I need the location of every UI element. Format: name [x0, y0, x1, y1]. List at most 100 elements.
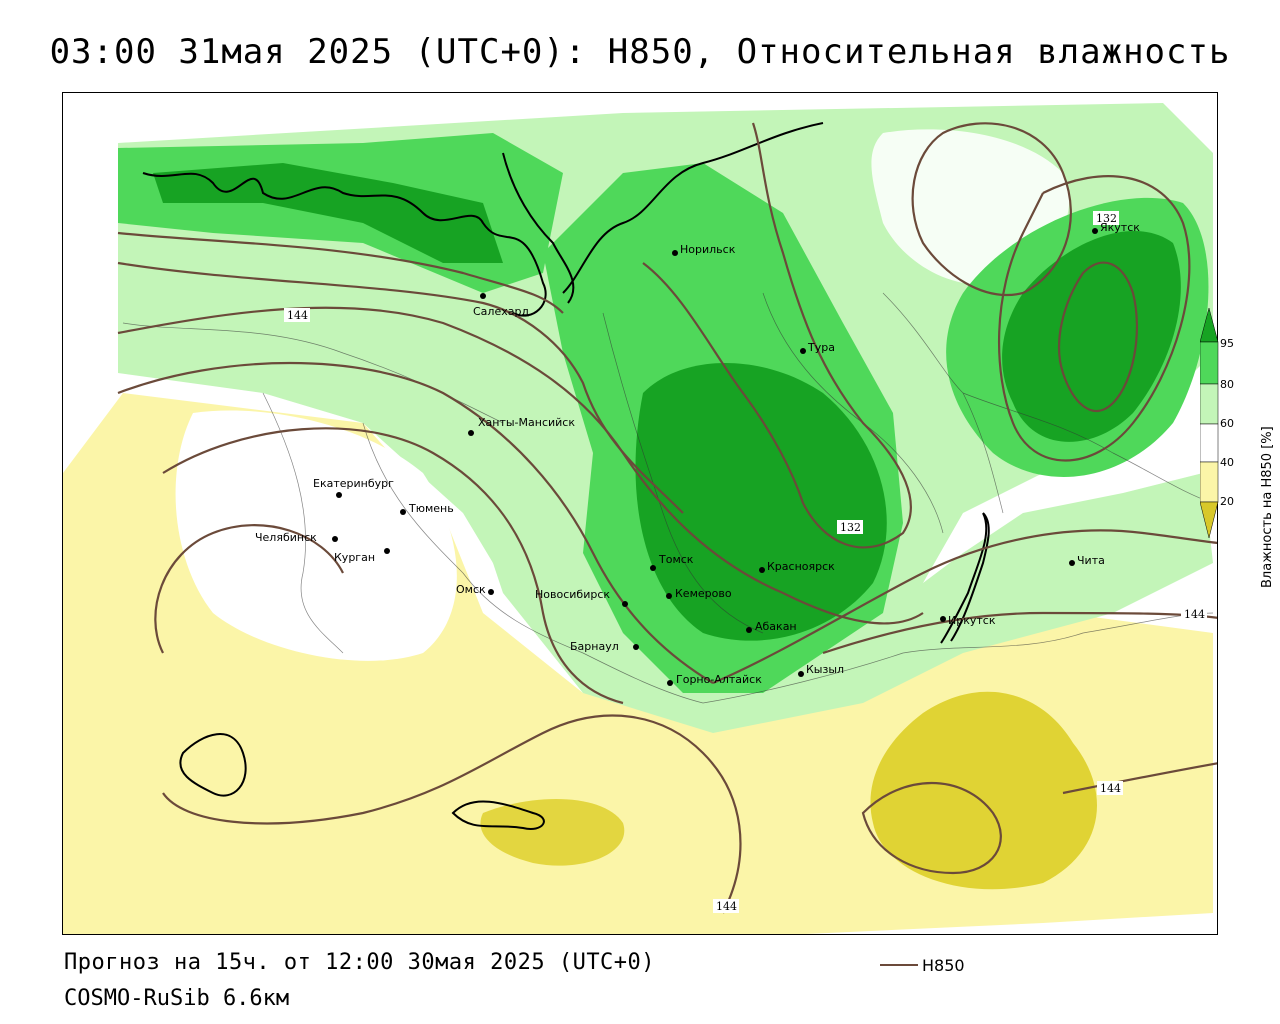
city-markers: Норильск Якутск Салехард Тура Ханты-Манс… [255, 221, 1140, 686]
border-6 [702, 612, 1214, 704]
svg-text:144: 144 [287, 309, 308, 322]
isohypse-label-1: 144 [284, 308, 310, 322]
city-norilsk: Норильск [672, 243, 736, 256]
svg-text:Новосибирск: Новосибирск [535, 588, 610, 601]
colorbar-very-wet [1200, 341, 1219, 385]
city-krasnoyarsk: Красноярск [759, 560, 835, 573]
legend-line-swatch [880, 964, 918, 966]
svg-text:Ханты-Мансийск: Ханты-Мансийск [478, 416, 575, 429]
svg-text:Тура: Тура [807, 341, 835, 354]
isohypse-label-4: 144 [1181, 607, 1207, 621]
colorbar-title: Влажность на H850 [%] [1260, 426, 1275, 588]
city-gorno-altaysk: Горно-Алтайск [667, 673, 762, 686]
isohypse-north-1 [117, 231, 564, 314]
city-novosibirsk: Новосибирск [535, 588, 628, 607]
svg-text:Якутск: Якутск [1100, 221, 1140, 234]
svg-text:144: 144 [716, 900, 737, 913]
svg-text:132: 132 [840, 521, 861, 534]
forecast-info: Прогноз на 15ч. от 12:00 30мая 2025 (UTC… [64, 950, 656, 975]
svg-text:Кызыл: Кызыл [806, 663, 844, 676]
humidity-field [63, 103, 1213, 934]
svg-text:144: 144 [1184, 608, 1205, 621]
isohypse-144-south [162, 714, 742, 914]
isohypse-132-center [642, 122, 912, 549]
neutral-area-west [175, 410, 457, 661]
svg-text:Барнаул: Барнаул [570, 640, 619, 653]
colorbar-tick-40: 40 [1220, 456, 1234, 469]
isohypse-label-5: 144 [1097, 781, 1123, 795]
colorbar-bottom-triangle [1200, 501, 1219, 539]
very-dry-area-east [870, 691, 1097, 890]
colorbar-wet [1200, 383, 1219, 425]
legend-label: H850 [922, 955, 965, 975]
map-canvas: 144 132 132 144 144 144 Норильск Якутск … [63, 103, 1217, 934]
city-chelyabinsk: Челябинск [255, 531, 338, 544]
city-barnaul: Барнаул [570, 640, 639, 653]
isohypse-144-southeast [1062, 762, 1217, 795]
city-abakan: Абакан [746, 620, 797, 633]
colorbar-dry [1200, 461, 1219, 503]
svg-text:Абакан: Абакан [755, 620, 797, 633]
colorbar-title-box: Влажность на H850 [%] [1236, 290, 1276, 590]
svg-text:Кемерово: Кемерово [675, 587, 732, 600]
city-khanty-mansiysk: Ханты-Мансийск [468, 416, 575, 436]
isohypse-yakutia-2 [1057, 261, 1139, 413]
border-7 [962, 392, 1214, 504]
city-salekhard: Салехард [473, 293, 529, 318]
baikal-outline [940, 512, 990, 644]
caspian-outline [179, 733, 247, 797]
moist-area-center [443, 413, 1213, 733]
svg-text:144: 144 [1100, 782, 1121, 795]
colorbar-top-triangle [1200, 307, 1219, 343]
coastlines [142, 122, 990, 830]
colorbar-tick-80: 80 [1220, 378, 1234, 391]
city-yakutsk: Якутск [1092, 221, 1140, 234]
svg-text:Челябинск: Челябинск [255, 531, 317, 544]
svg-text:Томск: Томск [658, 553, 694, 566]
isohypse-yakutia-1 [997, 175, 1191, 462]
arctic-coastline [142, 122, 824, 317]
h850-isohypses [117, 122, 1217, 914]
svg-text:Екатеринбург: Екатеринбург [313, 477, 394, 490]
isohypse-132-ring [911, 122, 1072, 296]
city-tomsk: Томск [650, 553, 694, 571]
isohypse-trough-1 [117, 361, 714, 684]
isohypse-west-loop [154, 524, 344, 654]
isohypse-trough-2 [162, 427, 624, 705]
city-yekaterinburg: Екатеринбург [313, 477, 394, 498]
isohypse-south-loop [861, 782, 1002, 875]
svg-text:Тюмень: Тюмень [408, 502, 454, 515]
very-wet-area-north [153, 163, 503, 263]
humidity-colorbar: 20 40 60 80 95 [1200, 307, 1234, 539]
aral-outline [451, 800, 545, 830]
border-8 [882, 292, 1004, 514]
svg-text:Чита: Чита [1077, 554, 1105, 567]
svg-text:Красноярск: Красноярск [767, 560, 835, 573]
isohypse-144-east [712, 529, 1217, 685]
svg-text:Иркутск: Иркутск [948, 614, 996, 627]
border-4 [602, 312, 764, 634]
city-tura: Тура [800, 341, 835, 354]
city-kemerovo: Кемерово [666, 587, 732, 600]
svg-text:Норильск: Норильск [680, 243, 736, 256]
isohypse-label-3: 132 [837, 520, 863, 534]
colorbar-tick-20: 20 [1220, 495, 1234, 508]
isohypse-legend: H850 [880, 954, 965, 976]
svg-text:Салехард: Салехард [473, 305, 529, 318]
very-wet-area-center [635, 363, 887, 641]
colorbar-neutral [1200, 423, 1219, 463]
city-chita: Чита [1069, 554, 1105, 567]
forecast-map: 144 132 132 144 144 144 Норильск Якутск … [62, 92, 1218, 935]
isohypse-144-south-east [822, 611, 1217, 655]
isohypse-label-6: 144 [713, 899, 739, 913]
city-omsk: Омск [456, 583, 494, 596]
isohypse-label-2: 132 [1093, 211, 1119, 225]
svg-text:132: 132 [1096, 212, 1117, 225]
city-kurgan: Курган [334, 548, 390, 564]
colorbar-tick-60: 60 [1220, 417, 1234, 430]
svg-text:Омск: Омск [456, 583, 486, 596]
isohypse-labels: 144 132 132 144 144 144 [284, 211, 1207, 913]
svg-text:Курган: Курган [334, 551, 375, 564]
svg-text:Горно-Алтайск: Горно-Алтайск [676, 673, 762, 686]
map-title: 03:00 31мая 2025 (UTC+0): H850, Относите… [49, 32, 1231, 72]
